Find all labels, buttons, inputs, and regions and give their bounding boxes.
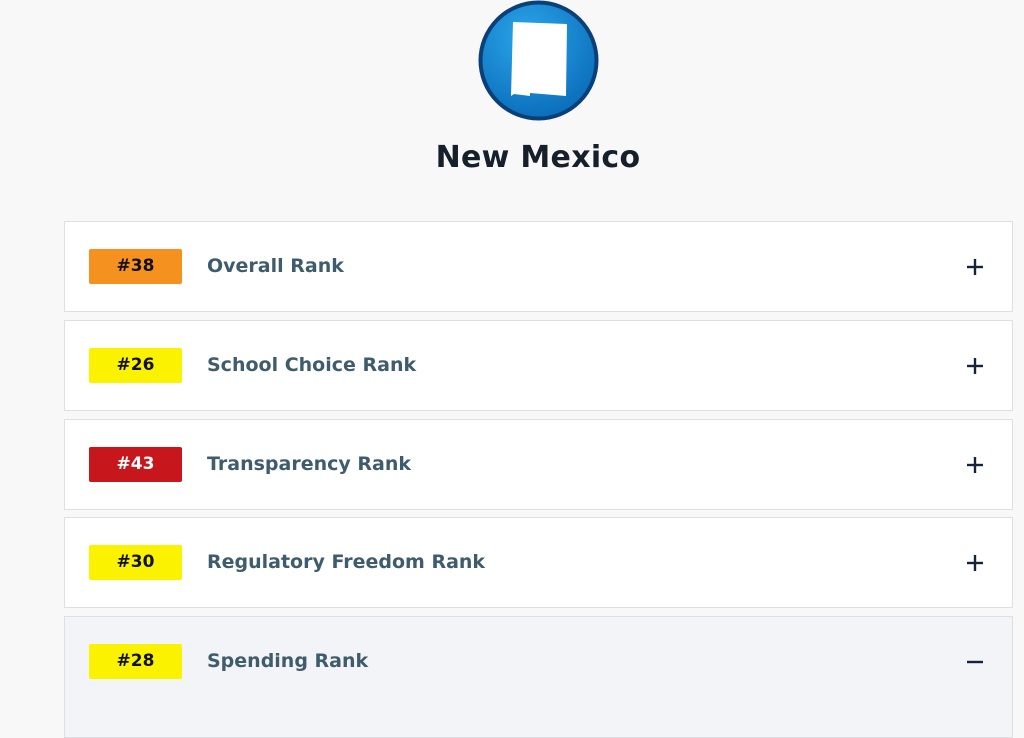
page: New Mexico #38 Overall Rank #26 School Choi… <box>64 0 1013 738</box>
expand-icon[interactable] <box>965 455 985 475</box>
rank-row[interactable]: #38 Overall Rank <box>64 221 1013 312</box>
rank-row[interactable]: #43 Transparency Rank <box>64 418 1013 510</box>
rank-row[interactable]: #26 School Choice Rank <box>64 319 1013 411</box>
rank-label: Transparency Rank <box>207 452 411 475</box>
rank-row[interactable]: #30 Regulatory Freedom Rank <box>64 517 1013 609</box>
expand-icon[interactable] <box>965 257 985 277</box>
rank-label: School Choice Rank <box>207 353 417 376</box>
expand-icon[interactable] <box>965 553 985 573</box>
expand-icon[interactable] <box>965 356 985 376</box>
rank-badge: #26 <box>89 347 182 383</box>
collapse-icon[interactable] <box>965 652 985 672</box>
rank-label: Regulatory Freedom Rank <box>207 551 486 574</box>
rank-label: Spending Rank <box>207 650 369 673</box>
rank-badge: #43 <box>89 446 182 482</box>
rank-badge: #28 <box>89 644 182 680</box>
state-logo <box>478 0 599 121</box>
rank-badge: #30 <box>89 545 182 581</box>
state-title: New Mexico <box>435 140 641 175</box>
rank-row[interactable]: #28 Spending Rank <box>64 616 1013 738</box>
rank-label: Overall Rank <box>207 255 344 277</box>
rank-badge: #38 <box>89 249 182 284</box>
